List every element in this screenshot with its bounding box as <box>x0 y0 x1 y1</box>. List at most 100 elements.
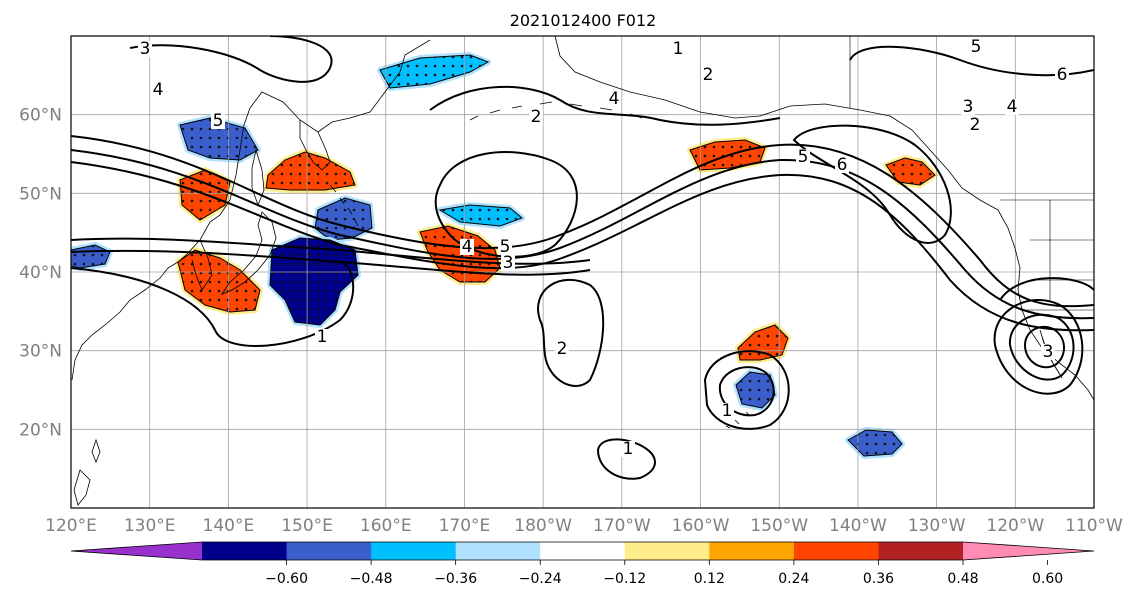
contour-label-bg <box>968 117 982 133</box>
colorbar-tick-label: 0.24 <box>778 571 809 587</box>
contour-line <box>71 135 1094 308</box>
taiwan-coastline <box>91 438 101 464</box>
lon-tick-label: 150°W <box>750 516 808 536</box>
contour-line <box>993 299 1084 395</box>
colorbar-tick-label: 0.60 <box>1032 571 1063 587</box>
contour-line <box>71 237 591 265</box>
contour-line <box>71 261 355 347</box>
colorbar-tick-label: 0.12 <box>694 571 725 587</box>
contour-label-bg <box>961 99 975 115</box>
colorbar-bin <box>709 542 795 560</box>
latitude-tick-labels: 20°N 30°N 40°N 50°N 60°N <box>19 106 62 441</box>
contour-line <box>71 249 591 276</box>
colorbar-tick-label: −0.12 <box>603 571 646 587</box>
colorbar-bin <box>371 542 457 560</box>
contour-label: 3 <box>140 39 151 59</box>
aleutian-islands <box>469 101 643 121</box>
contour-label: 1 <box>623 439 634 459</box>
colorbar-outline <box>70 541 1095 561</box>
political-borders <box>849 36 1094 311</box>
contour-label: 6 <box>837 155 848 175</box>
contour-line <box>537 279 605 387</box>
contour-label: 5 <box>213 111 224 131</box>
contour-label: 4 <box>1007 97 1018 117</box>
contour-label: 3 <box>1043 342 1054 362</box>
significance-stipple <box>266 152 355 190</box>
contour-line <box>1008 313 1075 381</box>
contour-line <box>129 36 333 83</box>
contour-label-bg <box>460 239 474 255</box>
colorbar-bin <box>455 542 541 560</box>
colorbar-tick-label: −0.24 <box>519 571 562 587</box>
colorbar-extend-high <box>963 542 1094 560</box>
contour-label-bg <box>529 109 543 125</box>
lon-tick-label: 110°W <box>1065 516 1123 536</box>
lon-tick-label: 160°W <box>672 516 730 536</box>
contour-label: 5 <box>798 147 809 167</box>
significance-stipple <box>886 158 935 185</box>
contour-line <box>429 85 781 126</box>
contour-label-bg <box>151 82 165 98</box>
asia-coastline <box>71 39 431 381</box>
lon-tick-label: 130°W <box>908 516 966 536</box>
contour-label-bg <box>498 239 512 255</box>
contour-label: 2 <box>531 107 542 127</box>
significance-stipple <box>848 430 902 456</box>
significance-stipple <box>178 250 260 312</box>
lon-tick-label: 140°W <box>829 516 887 536</box>
contour-lines <box>71 36 1094 480</box>
colorbar-bin <box>878 542 964 560</box>
contour-label: 3 <box>963 97 974 117</box>
contour-label: 6 <box>1057 65 1068 85</box>
contour-label-bg <box>1005 99 1019 115</box>
contour-label-bg <box>138 41 152 57</box>
contour-label-bg <box>211 113 225 129</box>
contour-line <box>434 151 578 258</box>
lon-tick-label: 170°W <box>593 516 651 536</box>
map-frame <box>70 35 1095 509</box>
colorbar-bin <box>202 542 288 560</box>
colorbar: −0.60 −0.48 −0.36 −0.24 −0.12 0.12 0.24 0.36 0.4… <box>70 541 1095 587</box>
north-america-coastline <box>997 209 1094 401</box>
contour-label-bg <box>607 91 621 107</box>
contour-label: 5 <box>500 237 511 257</box>
contour-line <box>849 45 1094 77</box>
kuril-islands <box>329 184 359 227</box>
japan-coastline <box>220 211 277 295</box>
significance-stipple <box>440 205 522 226</box>
contour-label-bg <box>1041 344 1055 360</box>
contour-label-bg <box>1055 67 1069 83</box>
contour-label: 1 <box>722 401 733 421</box>
contour-line <box>596 438 656 480</box>
contour-label: 3 <box>503 253 514 273</box>
colorbar-tick-label: 0.36 <box>863 571 894 587</box>
colorbar-tick-label: −0.48 <box>350 571 393 587</box>
contour-label: 4 <box>462 237 473 257</box>
kamchatka-coastline <box>299 120 331 171</box>
alaska-coastline <box>554 36 999 211</box>
contour-label-bg <box>720 403 734 419</box>
contour-label-bg <box>671 41 685 57</box>
lat-tick-label: 50°N <box>19 184 62 204</box>
lon-tick-label: 150°E <box>281 516 333 536</box>
significance-stipple <box>270 238 358 325</box>
contour-line <box>999 277 1094 301</box>
contour-line <box>71 149 1094 320</box>
lon-tick-label: 180°W <box>514 516 572 536</box>
lon-tick-label: 130°E <box>124 516 176 536</box>
colorbar-bin <box>286 542 372 560</box>
colorbar-bin <box>540 542 626 560</box>
contour-line <box>1023 325 1065 369</box>
lon-tick-label: 170°E <box>439 516 491 536</box>
contour-label-bg <box>796 149 810 165</box>
contour-label: 1 <box>673 39 684 59</box>
contour-line <box>792 124 952 244</box>
significance-stipple <box>380 55 488 88</box>
lon-tick-label: 120°W <box>986 516 1044 536</box>
contour-line <box>703 350 790 430</box>
lat-tick-label: 30°N <box>19 342 62 362</box>
lon-tick-label: 120°E <box>45 516 97 536</box>
contour-label-bg <box>555 341 569 357</box>
